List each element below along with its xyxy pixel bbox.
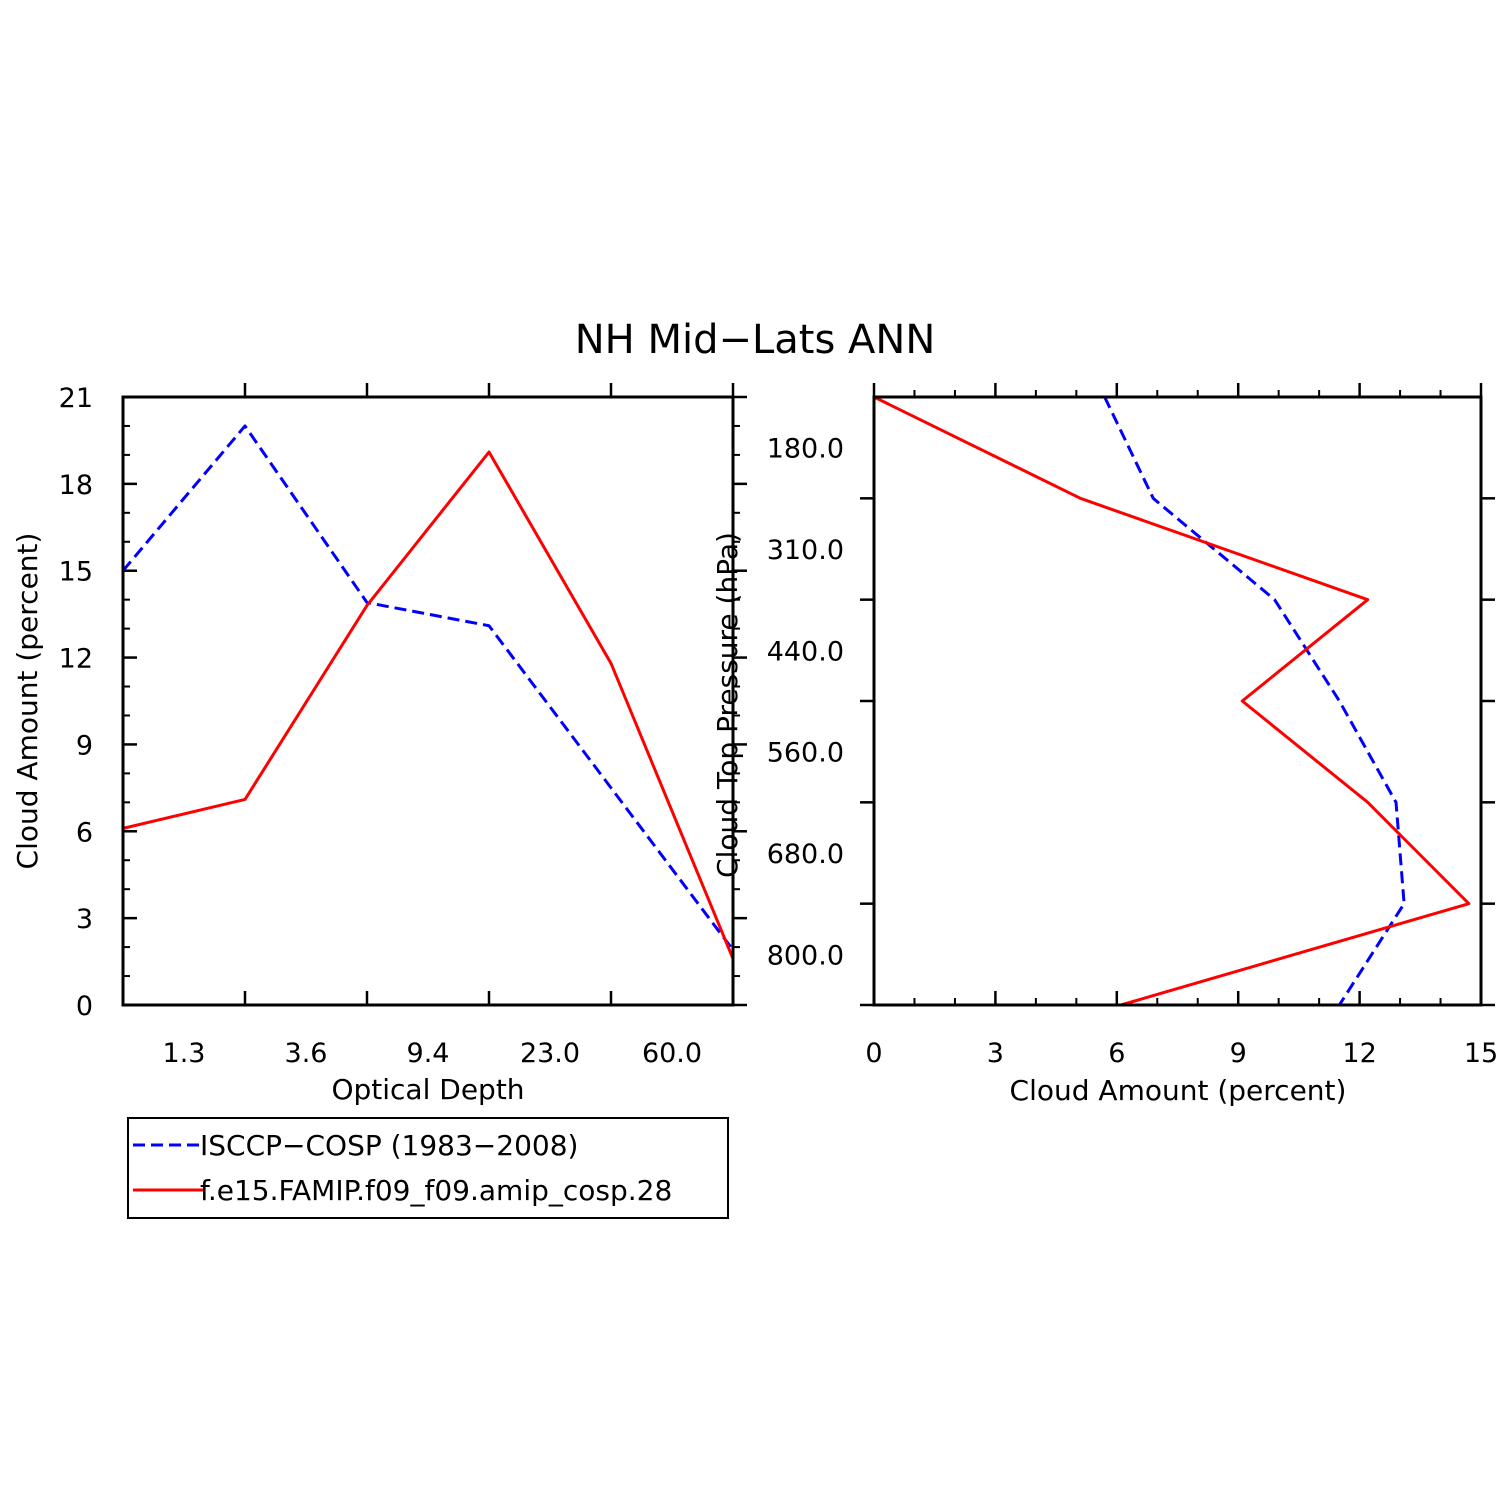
left-y-tick-label: 15 — [59, 557, 93, 588]
right-series-line-model — [873, 395, 1471, 1007]
right-minor-ticks — [913, 390, 1442, 1005]
chart-title: NH Mid−Lats ANN — [575, 317, 936, 363]
left-series-line-model — [122, 450, 735, 960]
right-y-tick-label: 180.0 — [767, 434, 844, 465]
right-x-tick-label: 15 — [1464, 1038, 1498, 1069]
right-x-tick-label: 9 — [1230, 1038, 1247, 1069]
legend-label-isccp: ISCCP−COSP (1983−2008) — [200, 1129, 578, 1162]
left-x-tick-label: 23.0 — [520, 1038, 580, 1069]
right-series-line-isccp — [1103, 396, 1406, 1006]
left-x-ticks: 1.3 3.6 9.4 23.0 60.0 — [163, 383, 735, 1069]
right-x-tick-label: 6 — [1108, 1038, 1125, 1069]
left-y-tick-label: 9 — [76, 730, 93, 761]
left-x-tick-label: 3.6 — [285, 1038, 328, 1069]
left-x-tick-label: 60.0 — [642, 1038, 702, 1069]
right-series-group — [873, 395, 1471, 1007]
left-series-group — [121, 424, 735, 960]
left-series-line-isccp — [121, 424, 735, 951]
right-y-tick-label: 800.0 — [767, 940, 844, 971]
left-panel: 0 3 6 9 12 15 18 21 1.3 3.6 9.4 23.0 60.0 Optical D… — [11, 383, 747, 1106]
left-y-ticks: 0 3 6 9 12 15 18 21 — [59, 383, 747, 1022]
left-y-tick-label: 12 — [59, 644, 93, 675]
right-x-ticks: 0 3 6 9 12 15 — [865, 383, 1498, 1069]
left-plot-frame — [121, 395, 735, 1007]
left-x-tick-label: 9.4 — [407, 1038, 450, 1069]
left-y-tick-label: 6 — [76, 817, 93, 848]
left-x-axis-title: Optical Depth — [331, 1073, 524, 1106]
left-y-tick-label: 21 — [59, 383, 93, 414]
legend: ISCCP−COSP (1983−2008) f.e15.FAMIP.f09_f… — [127, 1117, 729, 1219]
right-y-ticks: 180.0 310.0 440.0 560.0 680.0 800.0 — [767, 434, 1495, 1007]
legend-label-model: f.e15.FAMIP.f09_f09.amip_cosp.28 — [200, 1174, 672, 1207]
left-y-axis-title: Cloud Amount (percent) — [11, 533, 44, 870]
right-y-tick-label: 680.0 — [767, 839, 844, 870]
right-x-tick-label: 12 — [1342, 1038, 1376, 1069]
left-y-tick-label: 18 — [59, 470, 93, 501]
legend-box — [127, 1117, 729, 1219]
right-y-axis-title: Cloud Top Pressure (hPa) — [711, 532, 744, 878]
left-minor-ticks — [123, 424, 740, 978]
right-plot-frame — [872, 395, 1483, 1007]
right-x-tick-label: 0 — [865, 1038, 882, 1069]
left-x-tick-label: 1.3 — [163, 1038, 206, 1069]
right-y-tick-label: 440.0 — [767, 636, 844, 667]
left-y-tick-label: 0 — [76, 991, 93, 1022]
right-y-tick-label: 560.0 — [767, 738, 844, 769]
right-y-tick-label: 310.0 — [767, 535, 844, 566]
left-y-tick-label: 3 — [76, 904, 93, 935]
right-x-axis-title: Cloud Amount (percent) — [1010, 1074, 1347, 1107]
right-x-tick-label: 3 — [987, 1038, 1004, 1069]
